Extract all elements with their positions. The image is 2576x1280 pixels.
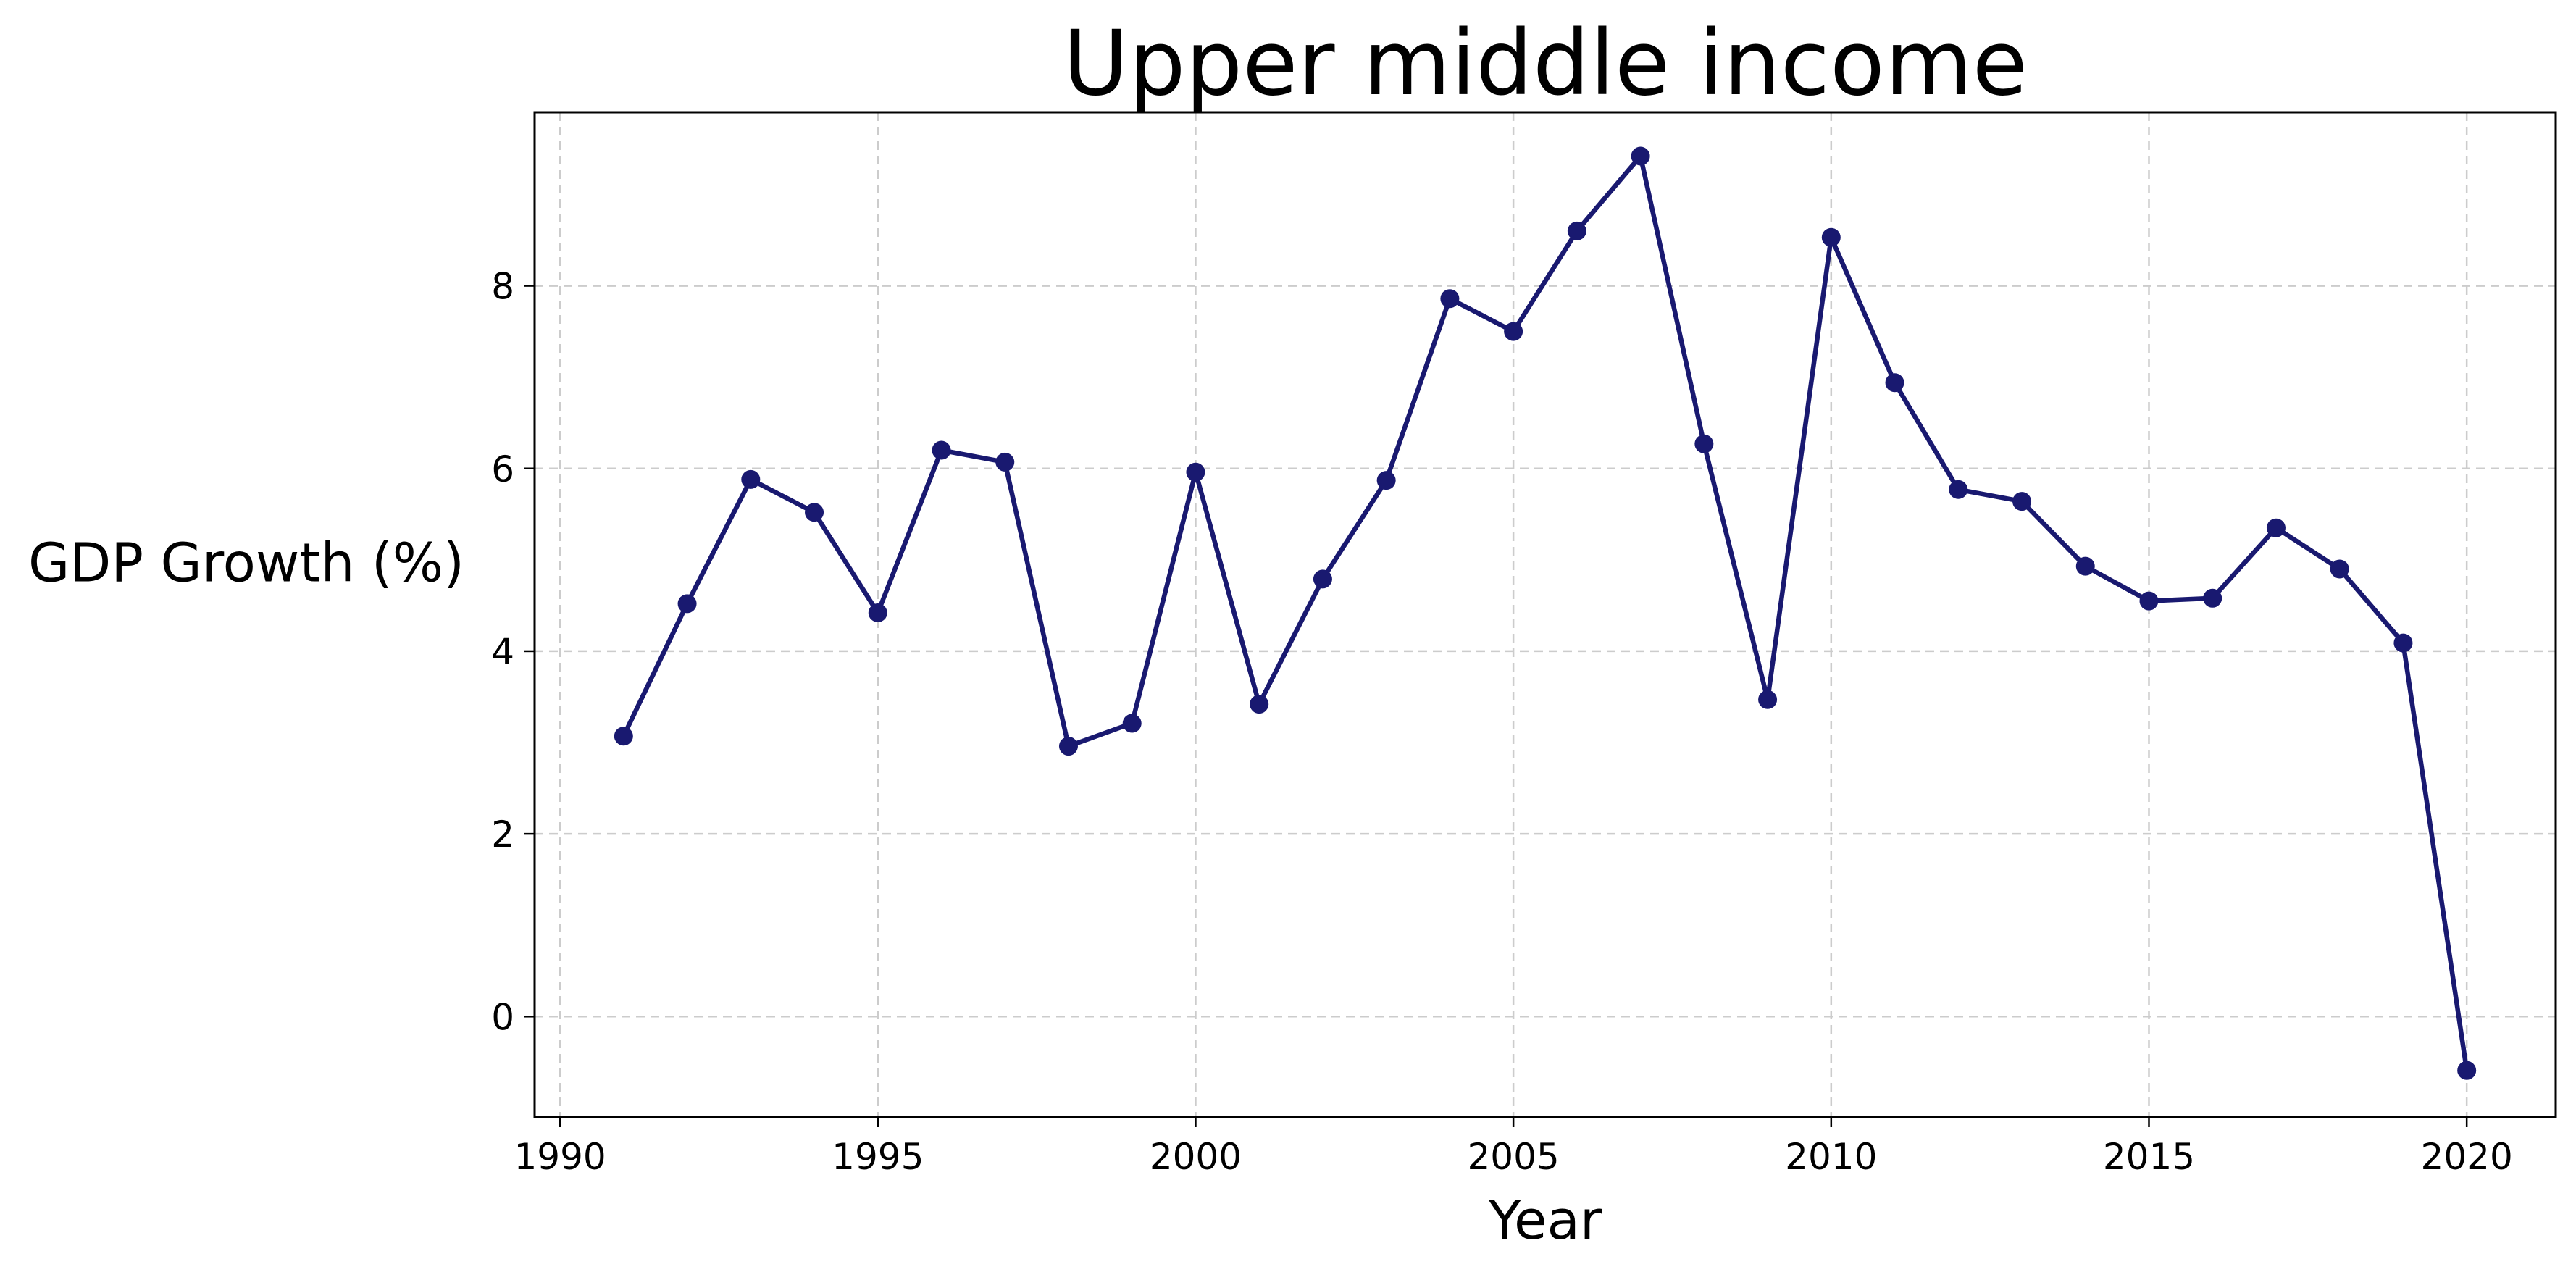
data-point — [1567, 221, 1586, 240]
data-point — [741, 469, 761, 489]
data-point — [1186, 462, 1205, 482]
x-tick-label: 2010 — [1785, 1136, 1877, 1178]
data-point — [932, 440, 951, 460]
data-point — [1122, 714, 1142, 733]
x-tick-label: 2005 — [1468, 1136, 1560, 1178]
y-tick-label: 2 — [491, 813, 514, 856]
data-point — [1313, 569, 1332, 589]
data-point — [995, 452, 1015, 472]
data-point — [2393, 633, 2413, 653]
y-tick-label: 0 — [491, 996, 514, 1038]
data-point — [2075, 556, 2095, 576]
y-tick-label: 8 — [491, 266, 514, 308]
y-tick-label: 4 — [491, 631, 514, 673]
data-point — [1949, 480, 1968, 499]
series-line — [621, 154, 2470, 1073]
x-tick-label: 2015 — [2103, 1136, 2195, 1178]
chart-title: Upper middle income — [1063, 12, 2028, 116]
series-layer — [614, 146, 2477, 1080]
data-point — [1821, 227, 1841, 247]
data-point — [1440, 289, 1460, 309]
data-point — [2457, 1061, 2477, 1080]
data-point — [2330, 559, 2349, 579]
data-point — [1694, 434, 1714, 453]
x-tick-label: 2000 — [1150, 1136, 1242, 1178]
data-point — [2203, 588, 2222, 608]
data-point — [1504, 322, 1523, 341]
x-tick-label: 1990 — [514, 1136, 606, 1178]
data-point — [1758, 690, 1778, 709]
data-point — [614, 727, 633, 746]
x-tick-label: 2020 — [2421, 1136, 2513, 1178]
grid-layer — [535, 112, 2556, 1117]
y-axis-title: GDP Growth (%) — [28, 532, 464, 595]
data-point — [1376, 471, 1396, 490]
data-point — [2012, 492, 2032, 511]
plot-frame — [533, 111, 2557, 1118]
data-point — [2139, 591, 2159, 611]
data-point — [2266, 518, 2286, 537]
data-point — [1631, 146, 1650, 166]
x-axis-title: Year — [1488, 1189, 1602, 1252]
data-point — [1885, 373, 1904, 393]
data-point — [1250, 695, 1269, 714]
data-point — [805, 503, 824, 522]
data-point — [868, 603, 887, 622]
data-point — [677, 594, 697, 614]
x-axis: 1990 1995 2000 2005 2010 2015 2020 — [514, 1117, 2513, 1178]
data-point — [1058, 737, 1078, 756]
y-axis: 0 2 4 6 8 — [491, 266, 535, 1038]
x-tick-label: 1995 — [832, 1136, 924, 1178]
y-tick-label: 6 — [491, 448, 514, 490]
